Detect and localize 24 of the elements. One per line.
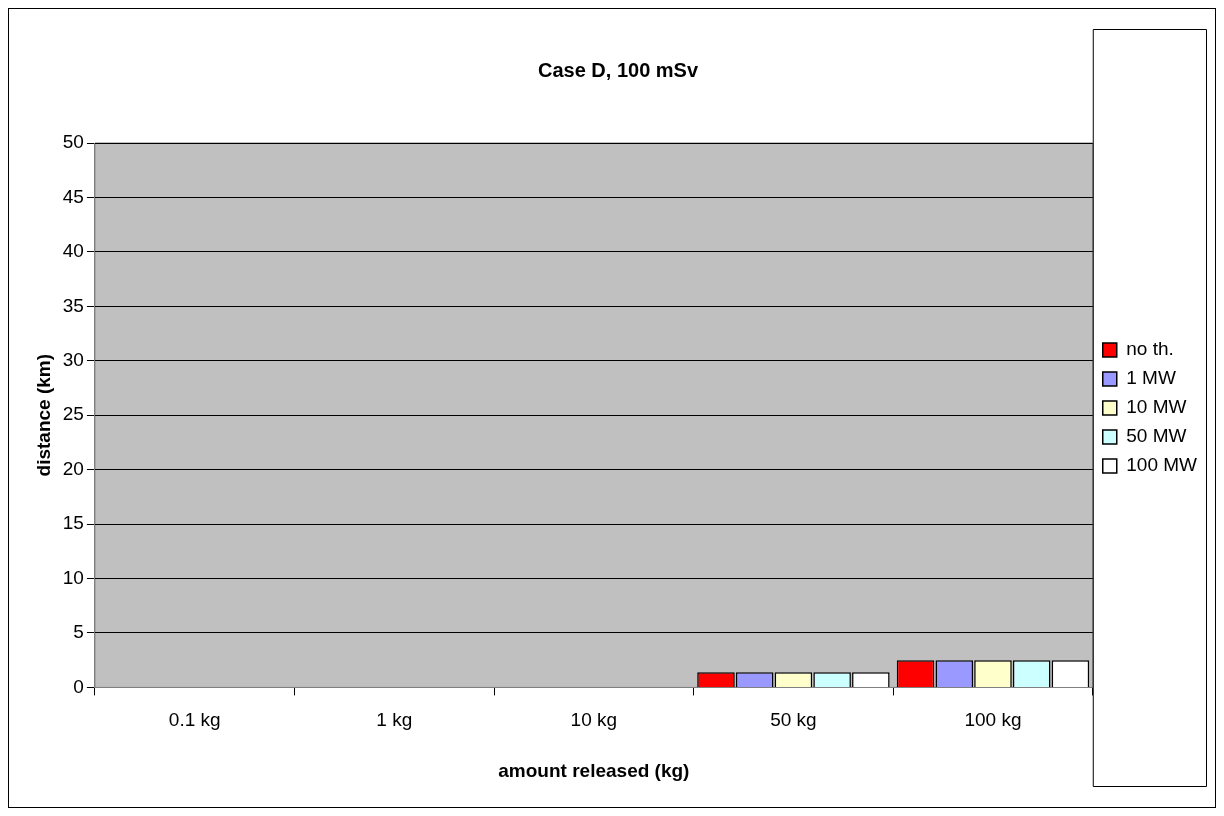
- x-tick-label: 1 kg: [376, 709, 413, 731]
- y-tick-label: 20: [62, 457, 84, 479]
- legend-label: 1 MW: [1126, 367, 1176, 389]
- x-axis-title: amount released (kg): [498, 759, 690, 781]
- y-tick-label: 0: [73, 675, 84, 697]
- y-tick-label: 5: [73, 621, 84, 643]
- y-tick-label: 25: [62, 403, 84, 425]
- y-axis-title: distance (km): [32, 353, 54, 477]
- legend-label: 100 MW: [1126, 454, 1198, 476]
- y-tick-label: 50: [62, 131, 84, 153]
- y-tick-label: 35: [62, 294, 84, 316]
- y-tick-label: 15: [62, 512, 84, 534]
- y-tick-label: 10: [62, 566, 84, 588]
- x-tick-label: 10 kg: [570, 709, 618, 731]
- chart-title: Case D, 100 mSv: [537, 58, 699, 81]
- legend-label: 10 MW: [1126, 396, 1187, 418]
- x-tick-label: 50 kg: [770, 709, 817, 731]
- x-tick-label: 100 kg: [964, 709, 1022, 731]
- y-tick-label: 30: [62, 348, 84, 370]
- legend-label: 50 MW: [1126, 425, 1187, 447]
- x-tick-label: 0.1 kg: [168, 709, 221, 731]
- y-tick-label: 45: [62, 185, 84, 207]
- y-tick-label: 40: [62, 240, 84, 262]
- legend-label: no th.: [1126, 338, 1174, 360]
